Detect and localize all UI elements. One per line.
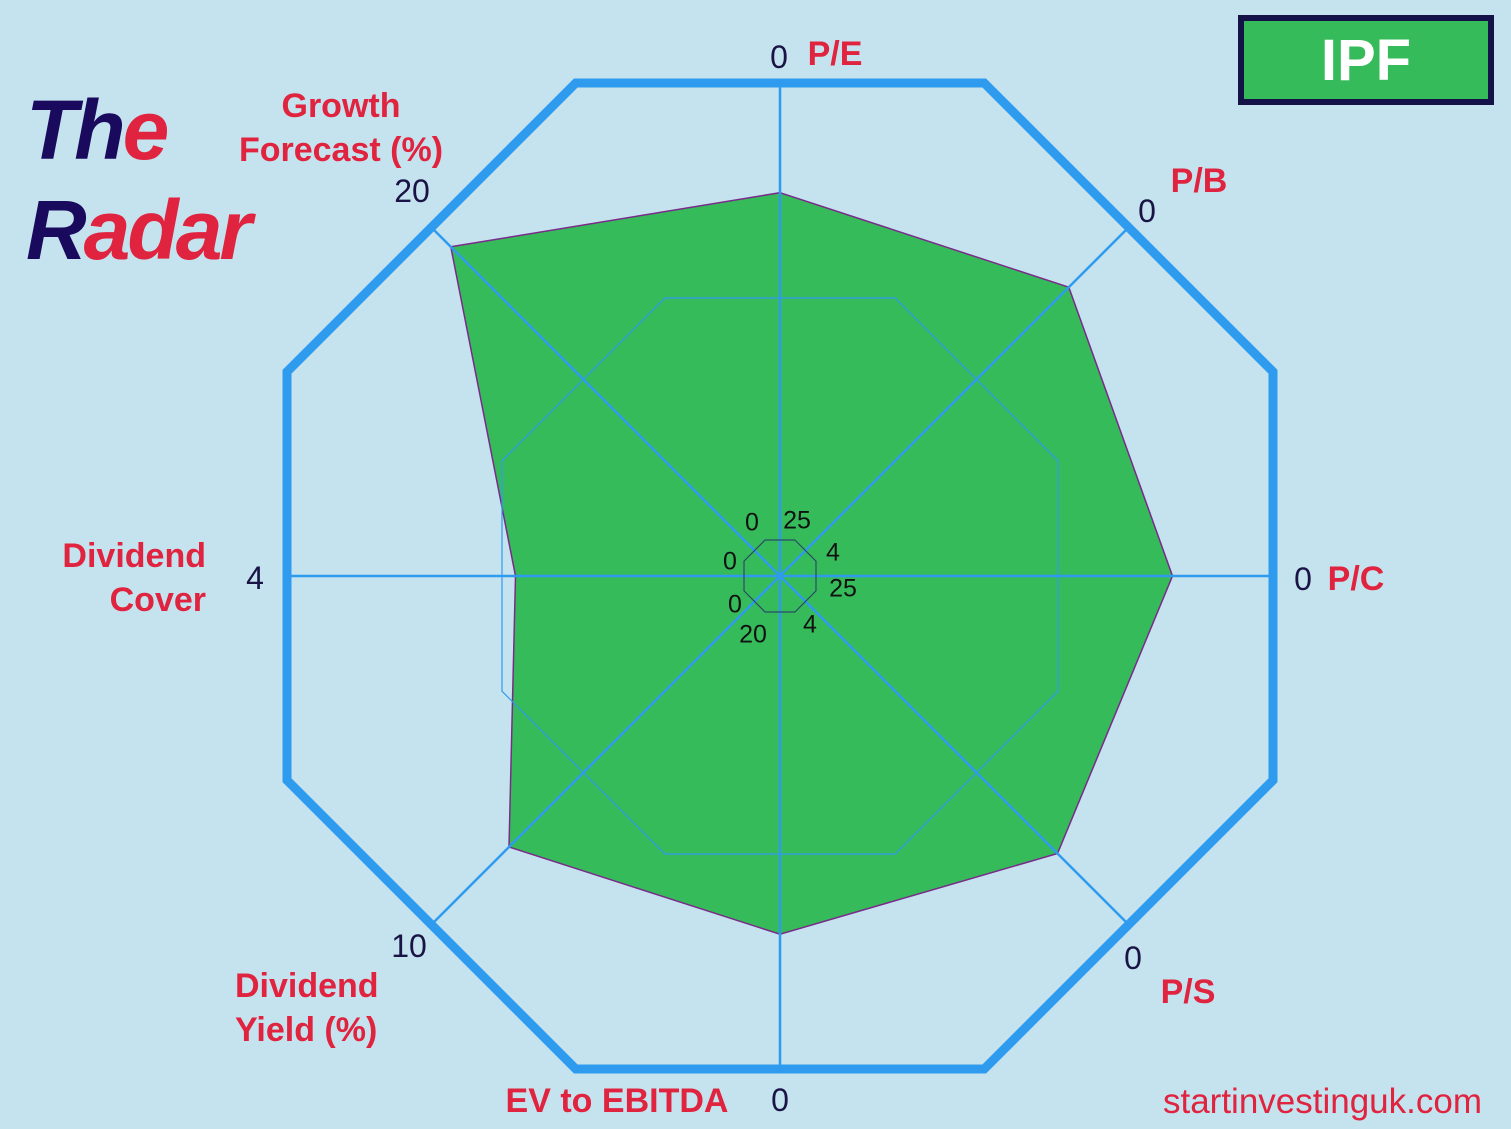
axis-label-dy: Dividend Yield (%) [235,964,379,1052]
outer-tick-gf: 20 [394,173,430,209]
outer-tick-dy: 10 [391,928,427,964]
center-tick-pc: 25 [829,574,857,603]
outer-tick-pc: 0 [1294,561,1312,597]
axis-label-pc: P/C [1327,560,1385,598]
outer-octagon-grid [282,78,1278,1074]
title-the-e: e [122,83,170,177]
axis-label-pb: P/B [1170,162,1228,200]
title-line-1: The [26,88,169,172]
center-tick-pb: 4 [826,538,840,567]
axis-label-ps: P/S [1160,973,1216,1011]
middle-octagon-grid [501,297,1059,855]
data-polygon [449,191,1174,935]
axis-label-gf-line1: Growth [281,87,401,125]
center-tick-ev: 20 [739,620,767,649]
axis-label-dc-line2: Cover [109,581,206,619]
axis-line-6 [430,575,781,926]
center-tick-gf: 0 [745,508,759,537]
center-tick-pe: 25 [783,506,811,535]
axis-label-dc-line1: Dividend [62,537,206,575]
axis-label-dy-line2: Yield (%) [235,1011,378,1049]
axis-line-2 [779,226,1130,577]
axis-line-4 [779,575,1130,926]
outer-tick-pe: 0 [770,39,788,75]
axis-label-dc: Dividend Cover [62,534,206,622]
ticker-badge: IPF [1238,15,1494,105]
center-tick-ps: 4 [803,610,817,639]
center-tick-dy: 0 [728,590,742,619]
axis-label-ev: EV to EBITDA [505,1082,729,1120]
title-the-th: Th [26,83,126,177]
axis-label-gf-line2: Forecast (%) [238,131,444,169]
center-octagon-grid [743,539,817,613]
title-radar-adar: adar [83,183,252,277]
center-tick-dc: 0 [723,547,737,576]
outer-tick-pb: 0 [1138,193,1156,229]
axis-label-dy-line1: Dividend [235,967,379,1005]
outer-tick-ps: 0 [1124,940,1142,976]
axis-line-8 [430,226,781,577]
axis-label-gf: Growth Forecast (%) [228,84,454,172]
outer-tick-dc: 4 [246,560,264,596]
title-radar-r: R [26,183,87,277]
outer-tick-ev: 0 [771,1082,789,1118]
title-line-2: Radar [26,188,252,272]
website-watermark: startinvestinguk.com [1162,1082,1482,1121]
axis-label-pe: P/E [807,35,863,73]
